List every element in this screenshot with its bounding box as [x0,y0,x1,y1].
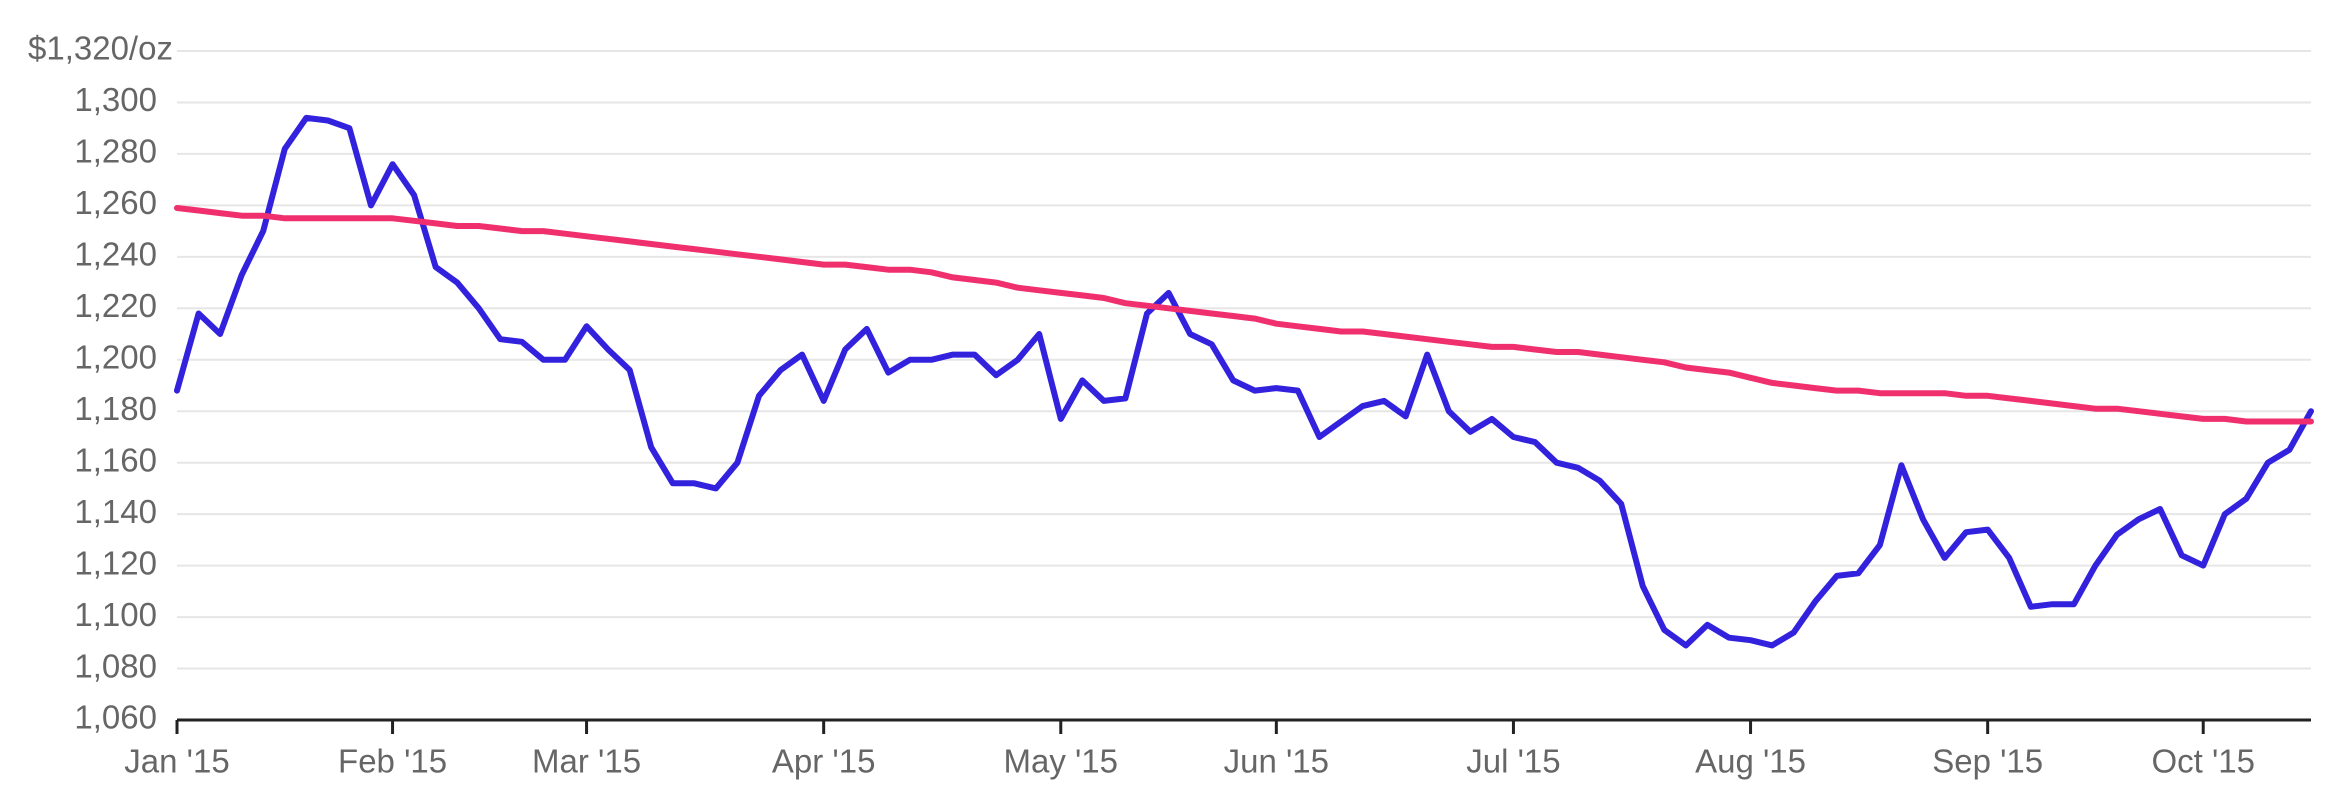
y-tick-label: 1,080 [74,647,157,684]
y-tick-label: 1,220 [74,287,157,324]
x-tick-label: May '15 [1004,743,1119,780]
y-tick-label: 1,100 [74,596,157,633]
y-tick-label: 1,200 [74,338,157,375]
x-tick-label: Sep '15 [1932,743,2043,780]
y-tick-label: 1,180 [74,390,157,427]
x-tick-label: Aug '15 [1695,743,1806,780]
x-tick-label: Jul '15 [1466,743,1560,780]
price-line [174,205,2314,425]
x-tick-label: Mar '15 [532,743,641,780]
y-tick-label: 1,280 [74,133,157,170]
y-tick-label: 1,160 [74,441,157,478]
x-tick-label: Feb '15 [338,743,447,780]
x-tick-label: Jan '15 [124,743,229,780]
price-line [174,114,2314,649]
y-tick-label: 1,300 [74,81,157,118]
x-tick-label: Apr '15 [772,743,876,780]
y-tick-label: 1,240 [74,236,157,273]
y-tick-label: 1,260 [74,184,157,221]
x-tick-label: Oct '15 [2151,743,2255,780]
y-tick-label: 1,060 [74,699,157,736]
y-tick-label: 1,140 [74,493,157,530]
y-tick-label: 1,120 [74,544,157,581]
x-tick-label: Jun '15 [1224,743,1329,780]
y-tick-label: $1,320/oz [28,30,173,67]
